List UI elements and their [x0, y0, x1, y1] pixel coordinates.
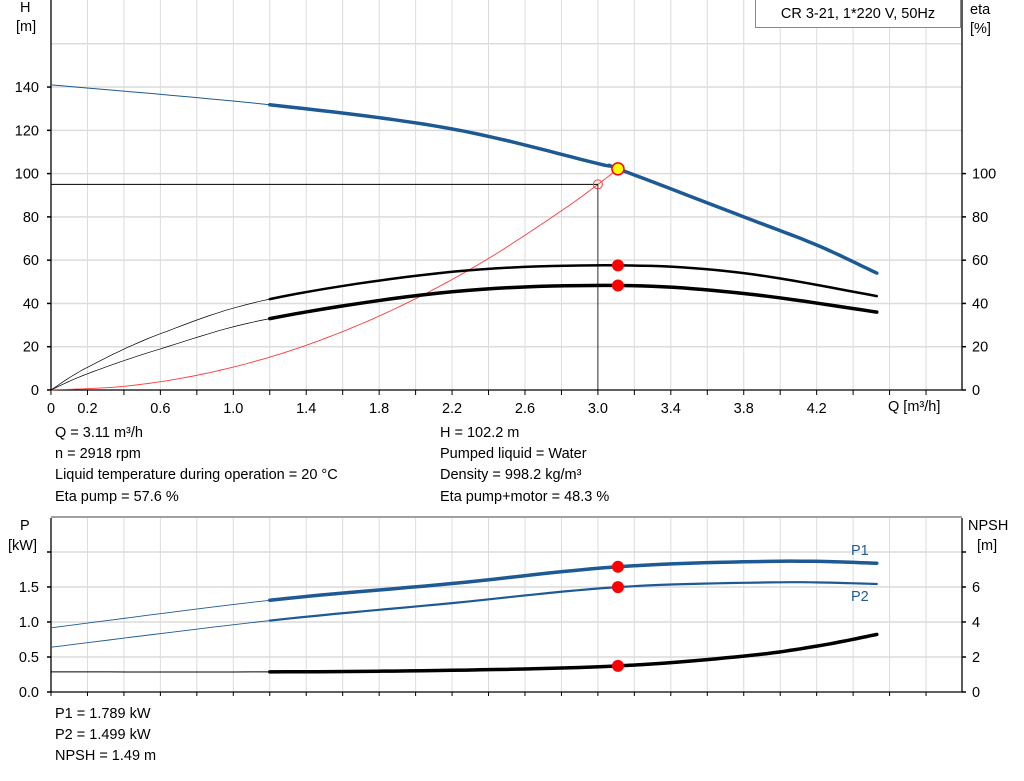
eta-total-curve	[268, 283, 879, 321]
x-tick-label: 4.2	[807, 401, 827, 417]
p2-curve-extrapolated	[50, 620, 270, 648]
x-tick-label: 1.0	[223, 401, 243, 417]
x-tick-label: 1.8	[369, 401, 389, 417]
x-tick-label: 0.6	[150, 401, 170, 417]
x-tick-label: 1.4	[296, 401, 316, 417]
eta-axis-label: eta	[970, 2, 991, 18]
duty-point-p1-marker	[611, 560, 624, 573]
p2-series-label: P2	[851, 589, 869, 605]
p-tick-label: 1.0	[19, 615, 39, 631]
h-tick-label: 40	[23, 296, 39, 312]
x-tick-label: 0	[47, 401, 55, 417]
duty-point-eta-pump-marker	[611, 259, 624, 272]
x-tick-label: 3.4	[661, 401, 681, 417]
readout-liquid: Pumped liquid = Water	[440, 446, 587, 462]
h-tick-label: 100	[15, 167, 39, 183]
readout-head: H = 102.2 m	[440, 425, 520, 441]
npsh-tick-label: 2	[972, 650, 980, 666]
p-axis-unit: [kW]	[8, 538, 37, 554]
readout-temperature: Liquid temperature during operation = 20…	[55, 467, 338, 483]
pump-legend: CR 3-21, 1*220 V, 50Hz	[755, 0, 961, 28]
h-tick-label: 20	[23, 340, 39, 356]
eta-axis-unit: [%]	[970, 21, 991, 37]
p-tick-label: 0.5	[19, 650, 39, 666]
readout-eta-pump: Eta pump = 57.6 %	[55, 489, 179, 505]
readout-p2: P2 = 1.499 kW	[55, 727, 151, 743]
h-tick-label: 140	[15, 80, 39, 96]
npsh-axis-unit: [m]	[977, 538, 998, 554]
p-tick-label: 1.5	[19, 580, 39, 596]
duty-point-eta-total-marker	[611, 279, 624, 292]
eta-tick-label: 20	[972, 340, 988, 356]
npsh-tick-label: 0	[972, 685, 980, 701]
h-tick-label: 120	[15, 123, 39, 139]
eta-tick-label: 100	[972, 167, 996, 183]
q-axis-label: Q [m³/h]	[888, 399, 941, 415]
npsh-axis-label: NPSH	[968, 518, 1009, 534]
duty-point-head-marker	[611, 162, 625, 176]
x-tick-label: 2.6	[515, 401, 535, 417]
p1-curve-extrapolated	[50, 599, 270, 629]
eta-tick-label: 60	[972, 253, 988, 269]
head-curve-extrapolated	[50, 84, 270, 106]
readout-density: Density = 998.2 kg/m³	[440, 467, 582, 483]
readout-eta-total: Eta pump+motor = 48.3 %	[440, 489, 610, 505]
p1-series-label: P1	[851, 543, 869, 559]
eta-pump-curve-extrapolated	[50, 298, 270, 391]
readout-speed: n = 2918 rpm	[55, 446, 141, 462]
h-axis-unit: [m]	[16, 19, 37, 35]
p2-curve	[268, 581, 878, 622]
eta-tick-label: 0	[972, 383, 980, 399]
npsh-tick-label: 6	[972, 580, 980, 596]
x-tick-label: 3.8	[734, 401, 754, 417]
x-tick-label: 3.0	[588, 401, 608, 417]
reference-point-marker	[592, 179, 603, 190]
x-tick-label: 2.2	[442, 401, 462, 417]
readout-npsh: NPSH = 1.49 m	[55, 748, 157, 764]
eta-tick-label: 40	[972, 296, 988, 312]
duty-point-npsh-marker	[611, 659, 624, 672]
system-curve-extrapolated	[50, 168, 619, 391]
h-tick-label: 60	[23, 253, 39, 269]
p-tick-label: 0.0	[19, 685, 39, 701]
npsh-curve	[268, 632, 879, 674]
p1-curve	[268, 559, 879, 603]
eta-tick-label: 80	[972, 210, 988, 226]
npsh-tick-label: 4	[972, 615, 980, 631]
h-axis-label: H	[20, 0, 31, 16]
duty-point-p2-marker	[611, 581, 624, 594]
readout-p1: P1 = 1.789 kW	[55, 706, 151, 722]
p-axis-label: P	[20, 518, 30, 534]
eta-pump-curve	[268, 264, 879, 301]
eta-total-curve-extrapolated	[50, 318, 270, 391]
h-tick-label: 0	[31, 383, 39, 399]
readout-q: Q = 3.11 m³/h	[55, 425, 143, 441]
h-tick-label: 80	[23, 210, 39, 226]
x-tick-label: 0.2	[77, 401, 97, 417]
